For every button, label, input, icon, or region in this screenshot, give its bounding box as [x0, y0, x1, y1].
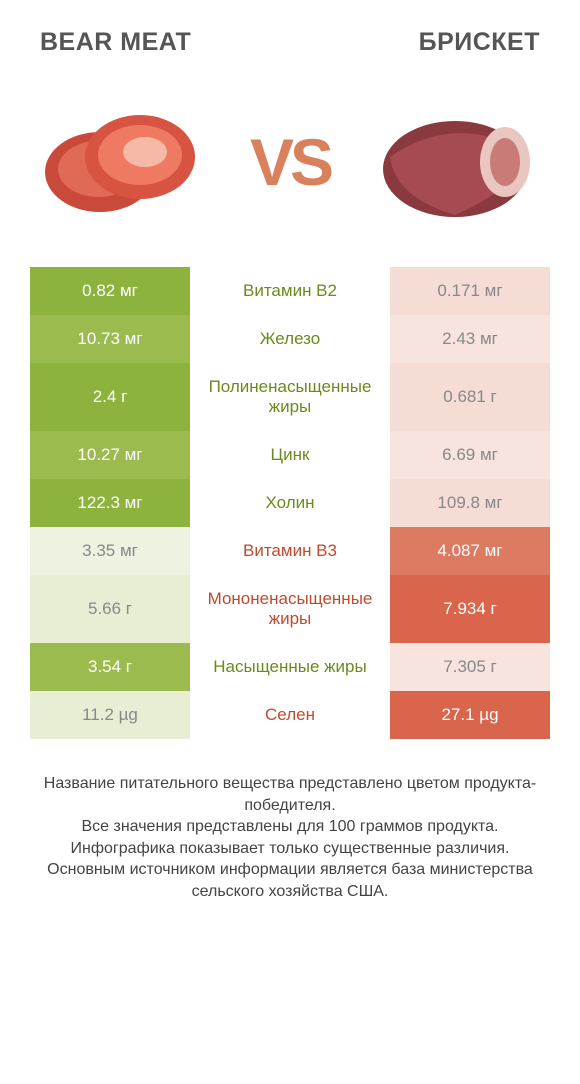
table-row: 3.54 гНасыщенные жиры7.305 г [30, 643, 550, 691]
brisket-icon [370, 97, 540, 227]
right-value: 109.8 мг [390, 479, 550, 527]
table-row: 10.73 мгЖелезо2.43 мг [30, 315, 550, 363]
nutrient-label: Селен [190, 691, 390, 739]
table-row: 11.2 µgСелен27.1 µg [30, 691, 550, 739]
nutrient-label: Витамин B3 [190, 527, 390, 575]
left-value: 122.3 мг [30, 479, 190, 527]
table-row: 10.27 мгЦинк6.69 мг [30, 431, 550, 479]
bear-meat-icon [40, 97, 210, 227]
table-row: 122.3 мгХолин109.8 мг [30, 479, 550, 527]
left-value: 10.73 мг [30, 315, 190, 363]
right-value: 0.681 г [390, 363, 550, 431]
table-row: 0.82 мгВитамин B20.171 мг [30, 267, 550, 315]
table-row: 2.4 гПолиненасыщенные жиры0.681 г [30, 363, 550, 431]
left-value: 3.54 г [30, 643, 190, 691]
left-value: 5.66 г [30, 575, 190, 643]
left-value: 3.35 мг [30, 527, 190, 575]
left-value: 0.82 мг [30, 267, 190, 315]
hero-row: VS [0, 67, 580, 267]
right-product-title: БРИСКЕТ [419, 28, 540, 57]
right-value: 6.69 мг [390, 431, 550, 479]
right-value: 27.1 µg [390, 691, 550, 739]
comparison-table: 0.82 мгВитамин B20.171 мг10.73 мгЖелезо2… [0, 267, 580, 739]
table-row: 5.66 гМононенасыщенные жиры7.934 г [30, 575, 550, 643]
nutrient-label: Железо [190, 315, 390, 363]
footer-line: Инфографика показывает только существенн… [40, 838, 540, 860]
nutrient-label: Мононенасыщенные жиры [190, 575, 390, 643]
header: BEAR MEAT БРИСКЕТ [0, 0, 580, 67]
left-value: 10.27 мг [30, 431, 190, 479]
nutrient-label: Цинк [190, 431, 390, 479]
left-value: 11.2 µg [30, 691, 190, 739]
footer-line: Название питательного вещества представл… [40, 773, 540, 816]
nutrient-label: Полиненасыщенные жиры [190, 363, 390, 431]
table-row: 3.35 мгВитамин B34.087 мг [30, 527, 550, 575]
right-value: 0.171 мг [390, 267, 550, 315]
left-product-title: BEAR MEAT [40, 28, 191, 57]
nutrient-label: Насыщенные жиры [190, 643, 390, 691]
footer-notes: Название питательного вещества представл… [0, 739, 580, 903]
right-value: 7.934 г [390, 575, 550, 643]
footer-line: Основным источником информации является … [40, 859, 540, 902]
right-value: 7.305 г [390, 643, 550, 691]
vs-label: VS [250, 124, 330, 200]
left-value: 2.4 г [30, 363, 190, 431]
nutrient-label: Холин [190, 479, 390, 527]
right-value: 4.087 мг [390, 527, 550, 575]
nutrient-label: Витамин B2 [190, 267, 390, 315]
right-value: 2.43 мг [390, 315, 550, 363]
footer-line: Все значения представлены для 100 граммо… [40, 816, 540, 838]
